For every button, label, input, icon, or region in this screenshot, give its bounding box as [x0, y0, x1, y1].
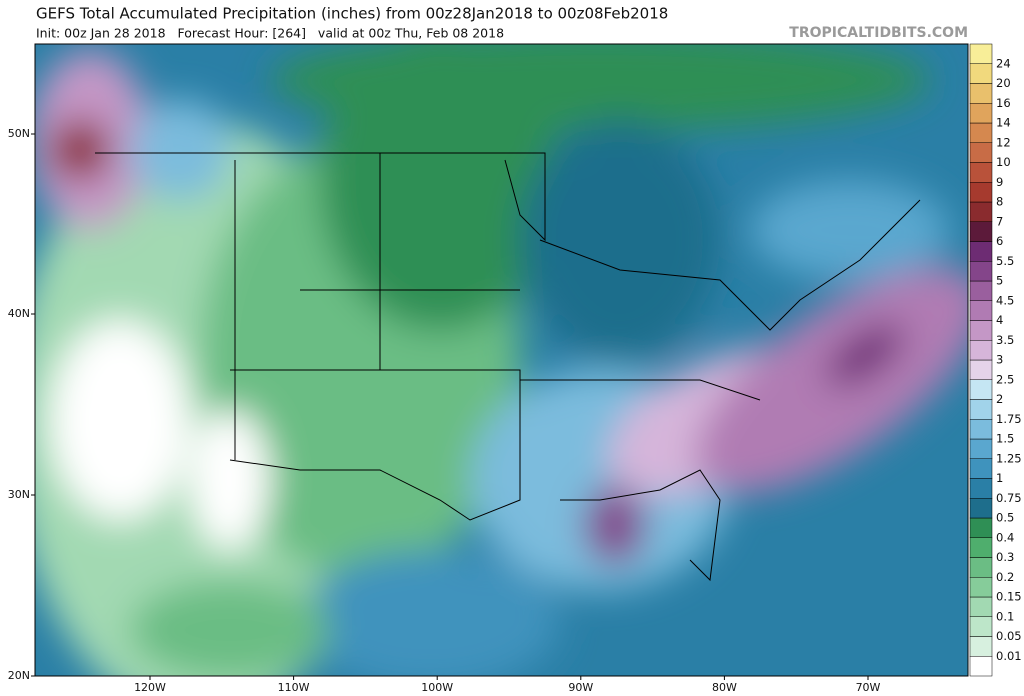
- colorbar-box: [969, 280, 993, 301]
- colorbar-box: [969, 142, 993, 163]
- lat-label: 20N: [8, 669, 30, 682]
- colorbar-box: [969, 478, 993, 499]
- colorbar-label: 6: [996, 234, 1003, 248]
- lon-label: 100W: [421, 681, 453, 694]
- colorbar-box: [969, 379, 993, 400]
- colorbar-box: [969, 616, 993, 637]
- title: GEFS Total Accumulated Precipitation (in…: [36, 5, 668, 23]
- precip-fields: [35, 44, 968, 676]
- colorbar-label: 0.01: [996, 649, 1022, 663]
- colorbar-label: 0.5: [996, 511, 1014, 525]
- colorbar-label: 2.5: [996, 372, 1014, 386]
- lon-labels: 120W 110W 100W 90W 80W 70W: [134, 676, 881, 694]
- colorbar-box: [969, 43, 993, 64]
- lon-label: 80W: [712, 681, 737, 694]
- colorbar-label: 16: [996, 96, 1011, 110]
- colorbar-label: 0.2: [996, 570, 1014, 584]
- site-credit: TROPICALTIDBITS.COM: [789, 25, 968, 41]
- colorbar-box: [969, 458, 993, 479]
- colorbar-box: [969, 438, 993, 459]
- colorbar-label: 0.15: [996, 590, 1022, 604]
- subtitle: Init: 00z Jan 28 2018 Forecast Hour: [26…: [36, 26, 504, 41]
- colorbar-label: 0.75: [996, 491, 1022, 505]
- colorbar-label: 14: [996, 116, 1011, 130]
- colorbar-label: 0.1: [996, 609, 1014, 623]
- colorbar-box: [969, 182, 993, 203]
- lat-label: 50N: [8, 127, 30, 140]
- colorbar-box: [969, 359, 993, 380]
- colorbar-box: [969, 162, 993, 183]
- colorbar-label: 0.3: [996, 550, 1014, 564]
- colorbar-label: 0.4: [996, 530, 1014, 544]
- colorbar: 0.01 0.05 0.1 0.15 0.2 0.3 0.4 0.5 0.75 1 1.25 1.5 1…: [969, 43, 1022, 677]
- colorbar-box: [969, 636, 993, 657]
- colorbar-label: 3: [996, 353, 1003, 367]
- lat-labels: 50N 40N 30N 20N: [8, 127, 35, 682]
- colorbar-label: 12: [996, 135, 1011, 149]
- lon-label: 120W: [134, 681, 166, 694]
- lon-label: 70W: [856, 681, 881, 694]
- lon-label: 110W: [278, 681, 310, 694]
- lat-label: 30N: [8, 488, 30, 501]
- colorbar-label: 1.75: [996, 412, 1022, 426]
- colorbar-label: 1.5: [996, 432, 1014, 446]
- colorbar-label: 5.5: [996, 254, 1014, 268]
- colorbar-label: 10: [996, 155, 1011, 169]
- colorbar-label: 2: [996, 392, 1003, 406]
- lon-label: 90W: [568, 681, 593, 694]
- colorbar-box: [969, 241, 993, 262]
- boundaries: [95, 152, 921, 582]
- colorbar-label: 0.05: [996, 629, 1022, 643]
- colorbar-label: 1.25: [996, 451, 1022, 465]
- colorbar-box: [969, 320, 993, 341]
- colorbar-label: 4: [996, 313, 1003, 327]
- colorbar-box: [969, 300, 993, 321]
- colorbar-box: [969, 83, 993, 104]
- colorbar-box: [969, 122, 993, 143]
- colorbar-label: 4.5: [996, 293, 1014, 307]
- colorbar-box: [969, 577, 993, 598]
- colorbar-box: [969, 419, 993, 440]
- colorbar-box: [969, 63, 993, 84]
- colorbar-box: [969, 340, 993, 361]
- colorbar-label: 24: [996, 56, 1011, 70]
- precip-map: [35, 44, 968, 676]
- colorbar-box: [969, 498, 993, 519]
- colorbar-box: [969, 517, 993, 538]
- colorbar-box: [969, 399, 993, 420]
- colorbar-box: [969, 221, 993, 242]
- colorbar-box: [969, 656, 993, 677]
- colorbar-box: [969, 261, 993, 282]
- colorbar-label: 5: [996, 274, 1003, 288]
- colorbar-box: [969, 201, 993, 222]
- colorbar-box: [969, 537, 993, 558]
- colorbar-label: 7: [996, 214, 1003, 228]
- lat-label: 40N: [8, 307, 30, 320]
- colorbar-label: 20: [996, 76, 1011, 90]
- colorbar-box: [969, 557, 993, 578]
- colorbar-label: 8: [996, 195, 1003, 209]
- colorbar-box: [969, 103, 993, 124]
- map-frame: [34, 43, 969, 677]
- colorbar-box: [969, 596, 993, 617]
- colorbar-label: 3.5: [996, 333, 1014, 347]
- colorbar-label: 9: [996, 175, 1003, 189]
- colorbar-label: 1: [996, 471, 1003, 485]
